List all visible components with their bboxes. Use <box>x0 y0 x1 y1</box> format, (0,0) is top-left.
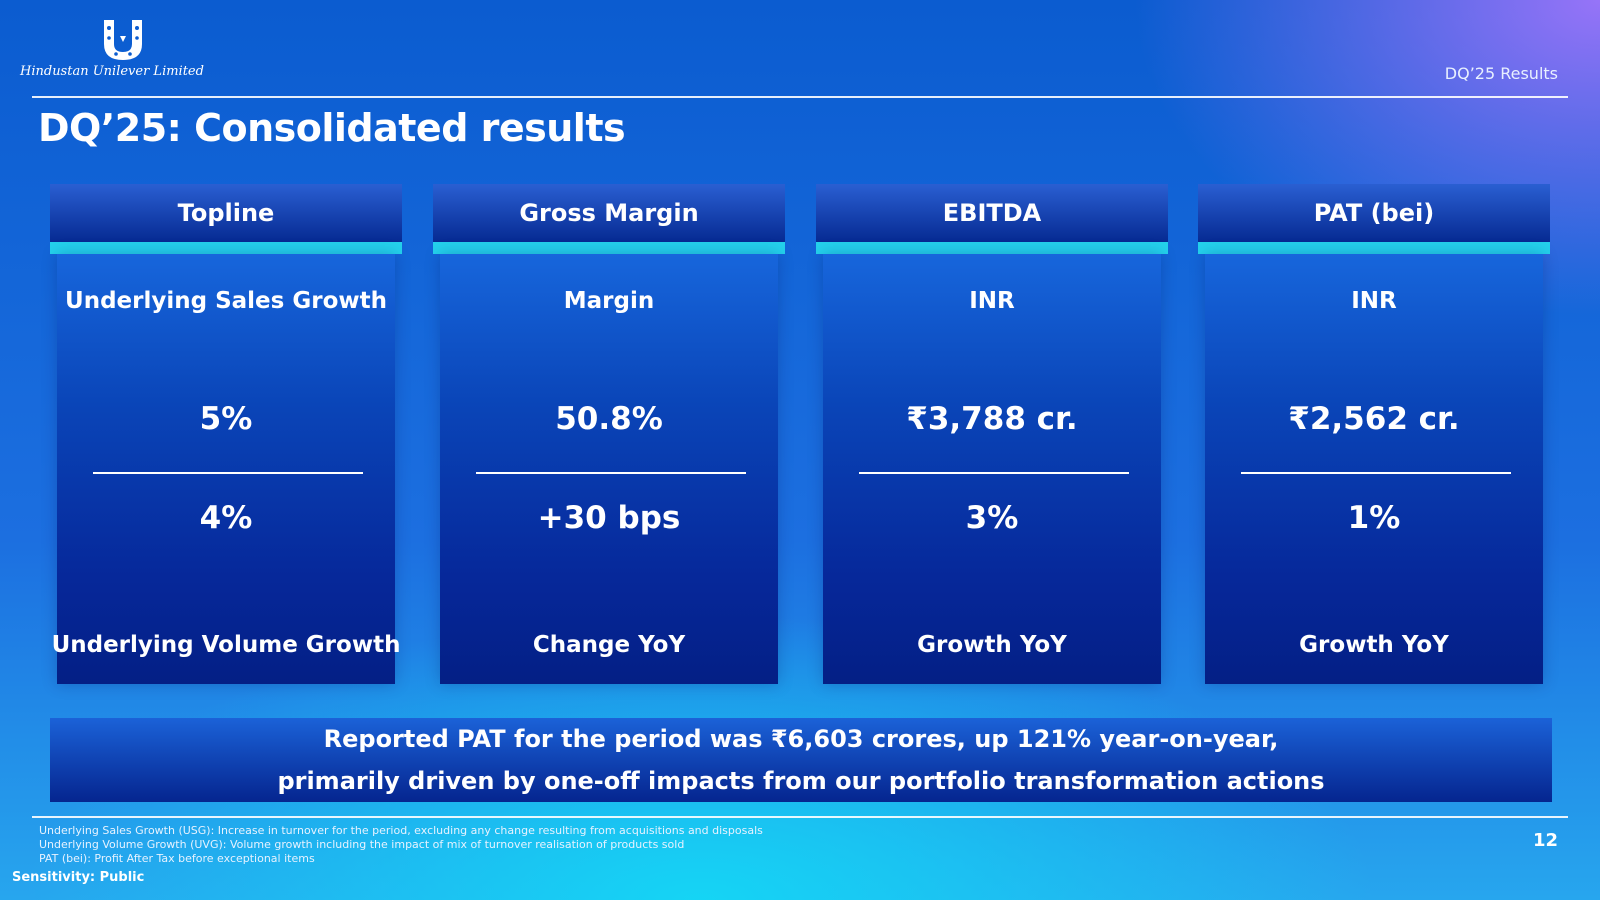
card-value: 5% <box>199 401 253 437</box>
card-bottom-label: Underlying Volume Growth <box>51 632 401 658</box>
metric-card-gross-margin: Gross Margin Margin 50.8% +30 bps Change… <box>433 184 785 684</box>
card-divider <box>1241 472 1511 474</box>
card-divider <box>859 472 1129 474</box>
card-bottom-label: Growth YoY <box>917 632 1067 658</box>
footnote-pat: PAT (bei): Profit After Tax before excep… <box>39 852 315 865</box>
footnotes: Underlying Sales Growth (USG): Increase … <box>39 824 763 866</box>
footer-divider <box>32 816 1568 818</box>
metric-card-topline: Topline Underlying Sales Growth 5% 4% Un… <box>50 184 402 684</box>
card-heading: EBITDA <box>816 184 1168 242</box>
card-accent-bar <box>1198 242 1550 254</box>
metric-card-pat-bei: PAT (bei) INR ₹2,562 cr. 1% Growth YoY <box>1198 184 1550 684</box>
reported-pat-banner: Reported PAT for the period was ₹6,603 c… <box>50 718 1552 802</box>
card-top-label: Margin <box>563 288 655 314</box>
card-change: 3% <box>965 500 1019 536</box>
banner-line-1: Reported PAT for the period was ₹6,603 c… <box>323 725 1279 753</box>
card-top-label: INR <box>969 288 1015 314</box>
card-divider <box>93 472 363 474</box>
card-top-label: Underlying Sales Growth <box>65 288 387 314</box>
card-accent-bar <box>50 242 402 254</box>
card-change: 1% <box>1347 500 1401 536</box>
unilever-u-logo-icon <box>104 20 142 60</box>
footnote-usg: Underlying Sales Growth (USG): Increase … <box>39 824 763 837</box>
card-change: 4% <box>199 500 253 536</box>
footnote-uvg: Underlying Volume Growth (UVG): Volume g… <box>39 838 685 851</box>
card-accent-bar <box>816 242 1168 254</box>
section-label: DQ’25 Results <box>1444 64 1558 83</box>
card-value: ₹3,788 cr. <box>906 401 1078 437</box>
page-title: DQ’25: Consolidated results <box>38 106 626 150</box>
card-change: +30 bps <box>537 500 681 536</box>
card-value: 50.8% <box>555 401 663 437</box>
card-value: ₹2,562 cr. <box>1288 401 1460 437</box>
card-body <box>823 254 1161 684</box>
card-heading: PAT (bei) <box>1198 184 1550 242</box>
company-logo: Hindustan Unilever Limited <box>20 14 210 86</box>
card-divider <box>476 472 746 474</box>
company-name: Hindustan Unilever Limited <box>20 64 204 79</box>
card-top-label: INR <box>1351 288 1397 314</box>
card-bottom-label: Change YoY <box>532 632 686 658</box>
page-number: 12 <box>1532 830 1558 851</box>
card-heading: Gross Margin <box>433 184 785 242</box>
metric-card-ebitda: EBITDA INR ₹3,788 cr. 3% Growth YoY <box>816 184 1168 684</box>
sensitivity-label: Sensitivity: Public <box>12 870 145 885</box>
card-body <box>57 254 395 684</box>
card-body <box>440 254 778 684</box>
header-divider <box>32 96 1568 98</box>
banner-line-2: primarily driven by one-off impacts from… <box>277 767 1325 795</box>
card-accent-bar <box>433 242 785 254</box>
card-heading: Topline <box>50 184 402 242</box>
card-body <box>1205 254 1543 684</box>
card-bottom-label: Growth YoY <box>1299 632 1449 658</box>
